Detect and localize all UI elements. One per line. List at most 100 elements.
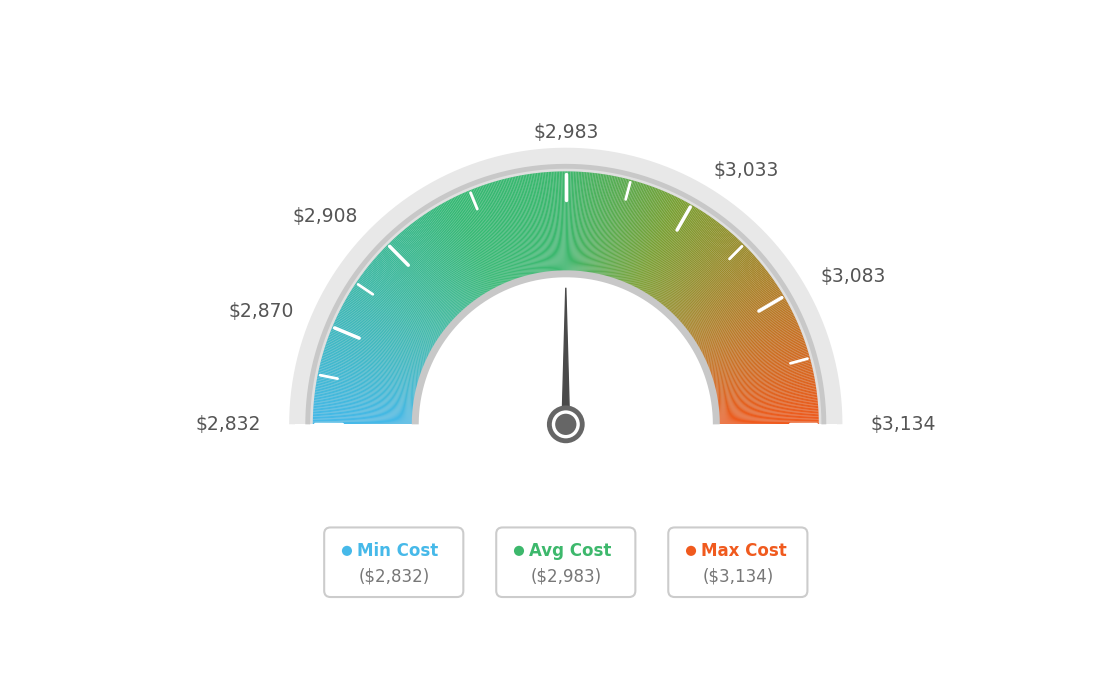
Wedge shape [594,176,615,275]
Wedge shape [457,195,501,288]
Wedge shape [613,184,646,280]
Wedge shape [355,282,440,339]
Wedge shape [709,337,804,373]
Wedge shape [688,273,769,335]
Wedge shape [337,317,428,361]
Wedge shape [703,317,795,361]
Wedge shape [704,322,798,364]
Wedge shape [593,175,612,275]
Text: ($2,983): ($2,983) [530,567,602,585]
Wedge shape [709,340,805,375]
Wedge shape [690,279,774,338]
Wedge shape [538,172,550,273]
Circle shape [514,546,524,556]
Wedge shape [318,374,417,395]
Wedge shape [314,399,415,410]
Wedge shape [678,253,753,322]
Wedge shape [687,270,767,333]
Wedge shape [344,301,433,351]
Wedge shape [714,374,814,395]
Wedge shape [644,208,698,295]
Wedge shape [711,349,808,380]
Wedge shape [654,218,713,301]
Wedge shape [554,172,560,273]
Wedge shape [715,385,816,402]
Wedge shape [697,297,785,348]
Wedge shape [671,242,742,315]
Wedge shape [713,363,811,388]
Wedge shape [676,250,751,320]
Wedge shape [521,175,540,275]
Wedge shape [655,219,715,302]
Wedge shape [652,217,712,300]
Wedge shape [681,259,758,326]
Wedge shape [320,362,418,388]
Wedge shape [542,172,552,273]
Wedge shape [333,322,427,364]
Wedge shape [378,255,454,323]
Wedge shape [577,172,586,273]
Wedge shape [707,331,802,369]
Wedge shape [573,172,580,273]
Wedge shape [513,177,535,276]
Wedge shape [714,369,813,392]
Wedge shape [637,201,687,291]
Wedge shape [314,397,415,409]
Wedge shape [666,233,733,310]
Wedge shape [608,181,638,279]
Wedge shape [425,213,482,298]
Wedge shape [682,263,762,328]
Wedge shape [604,179,630,277]
Wedge shape [665,233,732,310]
Wedge shape [718,405,818,414]
Wedge shape [511,177,533,276]
Wedge shape [689,277,773,337]
Wedge shape [716,393,817,406]
Wedge shape [715,379,815,397]
Wedge shape [708,334,803,371]
Wedge shape [592,175,611,275]
Wedge shape [697,295,784,348]
Wedge shape [464,192,506,286]
Wedge shape [716,391,817,405]
Wedge shape [492,182,522,279]
Wedge shape [651,215,709,299]
Wedge shape [670,240,740,315]
Wedge shape [353,286,438,342]
Wedge shape [671,243,744,316]
Wedge shape [560,171,563,273]
Wedge shape [490,182,521,279]
Wedge shape [708,333,803,371]
Wedge shape [709,342,806,375]
Wedge shape [426,213,482,298]
Wedge shape [598,177,623,277]
Wedge shape [629,195,673,287]
Wedge shape [619,188,656,282]
Text: $3,033: $3,033 [713,161,779,180]
Wedge shape [322,354,420,383]
Wedge shape [414,273,718,424]
Wedge shape [370,263,449,328]
Wedge shape [701,308,792,355]
Wedge shape [321,360,420,386]
Wedge shape [699,304,789,353]
Wedge shape [585,173,599,274]
Text: $2,908: $2,908 [293,207,358,226]
Wedge shape [645,208,699,295]
Wedge shape [607,181,636,279]
Wedge shape [354,285,439,342]
Wedge shape [484,185,517,281]
Wedge shape [553,172,559,273]
Wedge shape [676,249,750,319]
FancyBboxPatch shape [496,527,636,597]
Wedge shape [576,172,585,273]
Wedge shape [379,253,454,322]
Wedge shape [718,416,819,420]
Wedge shape [680,258,757,326]
Wedge shape [718,418,819,422]
Wedge shape [448,199,496,290]
Wedge shape [359,277,443,337]
Wedge shape [442,204,492,293]
Wedge shape [445,201,495,291]
Wedge shape [700,305,789,354]
